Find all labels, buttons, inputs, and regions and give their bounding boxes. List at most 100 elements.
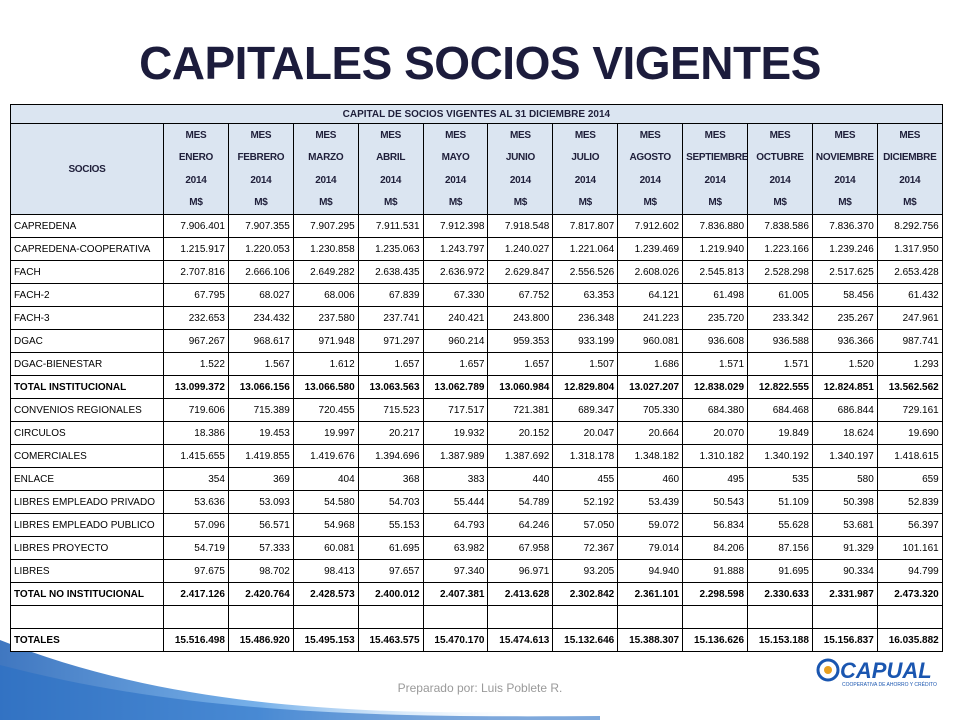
header-cell: 2014 <box>617 169 684 192</box>
cell: 1.657 <box>487 352 554 376</box>
cell: 15.463.575 <box>357 628 424 652</box>
cell: 12.829.804 <box>552 375 619 399</box>
capital-table: CAPITAL DE SOCIOS VIGENTES AL 31 DICIEMB… <box>10 104 943 652</box>
table-row: DGAC 967.267 968.617 971.948 971.297 960.214 9… <box>10 329 943 353</box>
cell: 94.799 <box>876 559 943 583</box>
cell: 98.413 <box>292 559 359 583</box>
header-cell: ABRIL <box>357 146 424 169</box>
empty-cell <box>811 605 878 629</box>
cell: 19.849 <box>747 421 813 445</box>
cell: 13.062.789 <box>422 375 489 399</box>
header-cell: M$ <box>552 191 619 215</box>
cell: 57.050 <box>552 513 619 537</box>
row-label: ENLACE <box>10 467 164 491</box>
row-label: TOTALES <box>10 628 164 652</box>
header-cell: ENERO <box>163 146 229 169</box>
header-cell: MES <box>747 123 813 147</box>
cell: 2.400.012 <box>357 582 424 606</box>
cell: 686.844 <box>811 398 878 422</box>
swoosh <box>0 665 600 720</box>
cell: 7.906.401 <box>163 214 229 238</box>
cell: 59.072 <box>617 513 684 537</box>
cell: 1.340.192 <box>747 444 813 468</box>
header-cell: M$ <box>876 191 943 215</box>
cell: 12.822.555 <box>747 375 813 399</box>
row-label: CIRCULOS <box>10 421 164 445</box>
header-cell: SEPTIEMBRE <box>682 146 749 169</box>
cell: 2.298.598 <box>682 582 749 606</box>
cell: 15.136.626 <box>682 628 749 652</box>
cell: 60.081 <box>292 536 359 560</box>
cell: 13.099.372 <box>163 375 229 399</box>
cell: 7.907.295 <box>292 214 359 238</box>
cell: 63.353 <box>552 283 619 307</box>
header-cell: MARZO <box>292 146 359 169</box>
cell: 2.407.381 <box>422 582 489 606</box>
header-cell: 2014 <box>876 169 943 192</box>
cell: 12.824.851 <box>811 375 878 399</box>
table-row: LIBRES EMPLEADO PRIVADO 53.636 53.093 54.58… <box>10 490 943 514</box>
header-row: ENERO FEBRERO MARZO ABRIL MAYO JUNIO JULIO AGOS… <box>11 146 943 169</box>
cell: 20.070 <box>682 421 749 445</box>
cell: 20.217 <box>357 421 424 445</box>
cell: 98.702 <box>227 559 294 583</box>
header-cell: M$ <box>617 191 684 215</box>
table-row: CAPREDENA-COOPERATIVA 1.215.917 1.220.053 1… <box>10 237 943 261</box>
cell: 67.958 <box>487 536 554 560</box>
cell: 936.588 <box>747 329 813 353</box>
cell: 2.413.628 <box>487 582 554 606</box>
cell: 247.961 <box>876 306 943 330</box>
header-row: M$ M$ M$ M$ M$ M$ M$ M$ M$ M$ M$ M$ <box>11 191 943 215</box>
table-row: COMERCIALES 1.415.655 1.419.855 1.419.676 1.… <box>10 444 943 468</box>
cell: 19.932 <box>422 421 489 445</box>
cell: 15.156.837 <box>811 628 878 652</box>
cell: 1.418.615 <box>876 444 943 468</box>
cell: 7.836.370 <box>811 214 878 238</box>
cell: 235.267 <box>811 306 878 330</box>
logo-icon <box>816 658 840 682</box>
cell: 15.516.498 <box>163 628 229 652</box>
header-cell: 2014 <box>811 169 878 192</box>
cell: 7.817.807 <box>552 214 619 238</box>
cell: 2.666.106 <box>227 260 294 284</box>
footer: Preparado por: Luis Poblete R. <box>397 681 563 695</box>
cell: 2.302.842 <box>552 582 619 606</box>
row-label: LIBRES EMPLEADO PRIVADO <box>10 490 164 514</box>
cell: 2.636.972 <box>422 260 489 284</box>
header-cell: M$ <box>163 191 229 215</box>
cell: 2.629.847 <box>487 260 554 284</box>
cell: 15.153.188 <box>747 628 813 652</box>
cell: 7.912.398 <box>422 214 489 238</box>
cell: 720.455 <box>292 398 359 422</box>
cell: 659 <box>876 467 943 491</box>
cell: 460 <box>617 467 684 491</box>
cell: 7.911.531 <box>357 214 424 238</box>
row-label: CONVENIOS REGIONALES <box>10 398 164 422</box>
cell: 1.657 <box>357 352 424 376</box>
cell: 79.014 <box>617 536 684 560</box>
header-cell: DICIEMBRE <box>876 146 943 169</box>
cell: 58.456 <box>811 283 878 307</box>
header-cell: 2014 <box>747 169 813 192</box>
cell: 684.380 <box>682 398 749 422</box>
header-cell: MES <box>163 123 229 147</box>
cell: 7.912.602 <box>617 214 684 238</box>
cell: 67.330 <box>422 283 489 307</box>
cell: 57.333 <box>227 536 294 560</box>
cell: 959.353 <box>487 329 554 353</box>
cell: 54.719 <box>163 536 229 560</box>
header-cell: MES <box>617 123 684 147</box>
cell: 52.839 <box>876 490 943 514</box>
cell: 57.096 <box>163 513 229 537</box>
cell: 237.580 <box>292 306 359 330</box>
cell: 2.331.987 <box>811 582 878 606</box>
cell: 97.675 <box>163 559 229 583</box>
cell: 13.027.207 <box>617 375 684 399</box>
cell: 1.220.053 <box>227 237 294 261</box>
cell: 50.398 <box>811 490 878 514</box>
header-cell: 2014 <box>422 169 489 192</box>
cell: 1.419.676 <box>292 444 359 468</box>
cell: 368 <box>357 467 424 491</box>
cell: 56.834 <box>682 513 749 537</box>
